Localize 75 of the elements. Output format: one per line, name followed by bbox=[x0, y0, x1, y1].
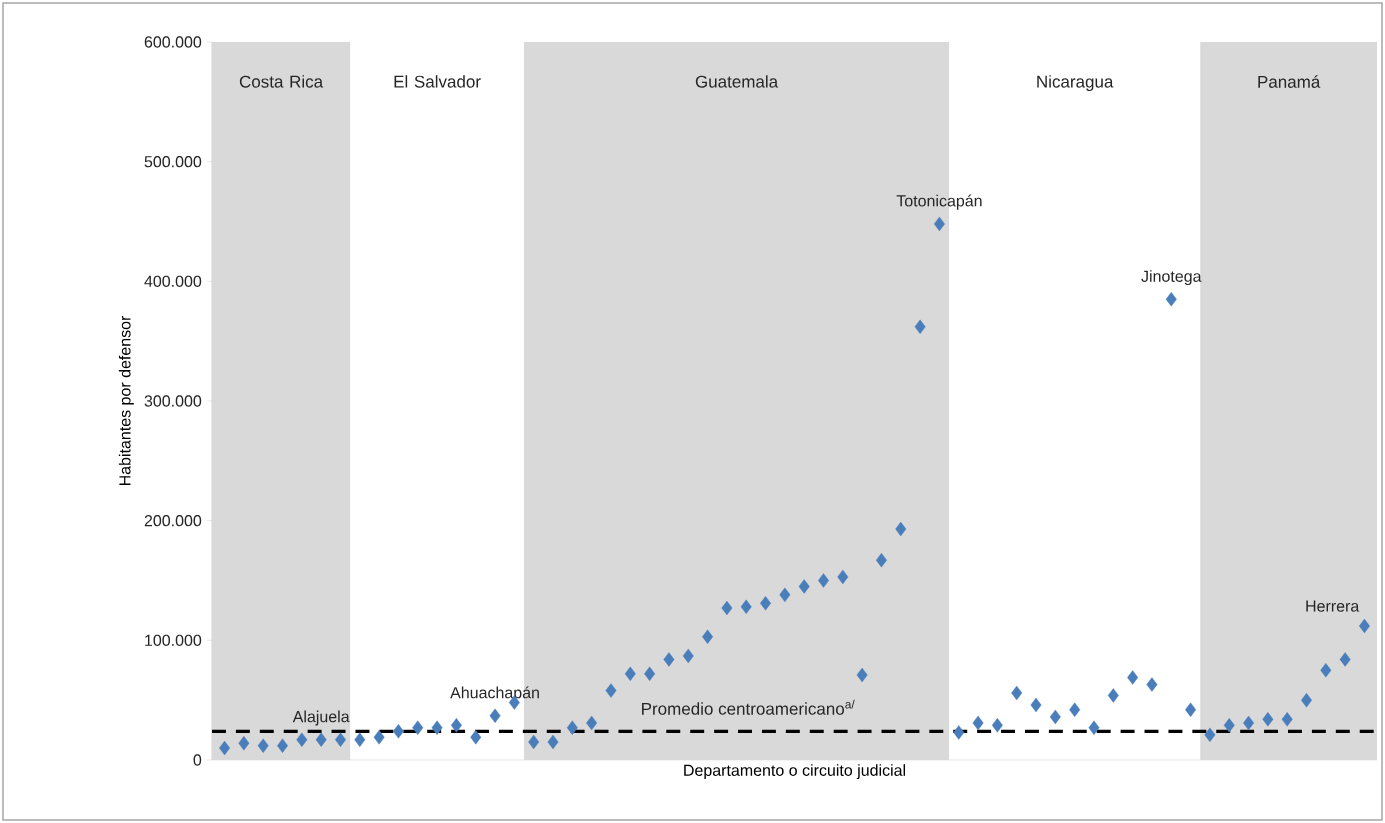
point bbox=[895, 521, 907, 537]
point bbox=[644, 666, 656, 682]
point bbox=[528, 734, 540, 750]
x-axis-title: Departamento o circuito judicial bbox=[684, 764, 906, 780]
point bbox=[219, 740, 231, 756]
point bbox=[1030, 697, 1042, 713]
point bbox=[335, 732, 346, 747]
data-label: Jinotega bbox=[1141, 270, 1202, 286]
point bbox=[1127, 670, 1139, 685]
point bbox=[624, 666, 636, 682]
point bbox=[856, 667, 868, 683]
point bbox=[1339, 652, 1351, 667]
annotation: Panamá bbox=[1258, 75, 1321, 88]
y-tick-label: 600.000 bbox=[144, 36, 202, 48]
point bbox=[431, 720, 443, 735]
y-tick-label: 300.000 bbox=[144, 395, 202, 407]
point bbox=[721, 600, 733, 616]
point bbox=[450, 718, 462, 733]
data-label: Ahuachapán bbox=[450, 686, 539, 702]
point bbox=[605, 683, 617, 698]
point bbox=[257, 738, 269, 753]
point bbox=[547, 734, 559, 750]
point bbox=[760, 596, 771, 611]
point bbox=[682, 648, 694, 664]
annotation: Costa Rica bbox=[239, 75, 324, 88]
point bbox=[1088, 720, 1100, 735]
point bbox=[779, 587, 791, 603]
point bbox=[296, 732, 308, 747]
point bbox=[489, 708, 501, 723]
point bbox=[798, 579, 810, 594]
annotation: Guatemala bbox=[695, 75, 779, 88]
point bbox=[238, 736, 250, 751]
point bbox=[470, 730, 482, 745]
y-tick-label: 400.000 bbox=[144, 275, 202, 287]
point bbox=[1165, 292, 1177, 307]
point bbox=[373, 730, 385, 745]
point bbox=[933, 216, 945, 232]
point bbox=[1069, 702, 1081, 717]
point bbox=[702, 629, 714, 644]
point bbox=[914, 319, 926, 334]
point bbox=[1320, 663, 1332, 678]
data-label: Alajuela bbox=[292, 710, 350, 726]
point bbox=[586, 715, 598, 731]
annotation: El Salvador bbox=[394, 75, 481, 88]
y-axis-title: Habitantes por defensor bbox=[118, 315, 134, 486]
point bbox=[1281, 712, 1293, 727]
point bbox=[393, 724, 404, 739]
point bbox=[818, 573, 829, 588]
point bbox=[837, 569, 849, 585]
point bbox=[1011, 685, 1023, 701]
y-tick-label: 0 bbox=[193, 754, 202, 766]
point bbox=[953, 725, 965, 740]
point bbox=[1107, 688, 1119, 703]
point bbox=[740, 599, 752, 615]
y-tick-label: 100.000 bbox=[145, 634, 202, 646]
data-label: Totonicapán bbox=[896, 194, 982, 210]
annotation: Nicaragua bbox=[1037, 75, 1114, 92]
point bbox=[1223, 718, 1235, 733]
point bbox=[1204, 727, 1216, 743]
y-tick-label: 200.000 bbox=[144, 515, 202, 527]
point bbox=[315, 732, 327, 747]
data-label: Herrera bbox=[1306, 600, 1360, 612]
point bbox=[991, 718, 1003, 733]
point bbox=[972, 715, 984, 731]
point bbox=[354, 732, 366, 747]
point bbox=[277, 738, 288, 753]
point bbox=[1185, 702, 1197, 717]
point bbox=[1262, 712, 1274, 727]
point bbox=[1049, 709, 1061, 725]
point bbox=[663, 652, 675, 667]
ref-line-label: Promedio centroamericano$^{a/}$ bbox=[642, 699, 855, 715]
point bbox=[412, 720, 424, 735]
y-tick-label: 500.000 bbox=[144, 155, 202, 168]
point bbox=[1146, 677, 1158, 692]
point bbox=[566, 720, 578, 735]
